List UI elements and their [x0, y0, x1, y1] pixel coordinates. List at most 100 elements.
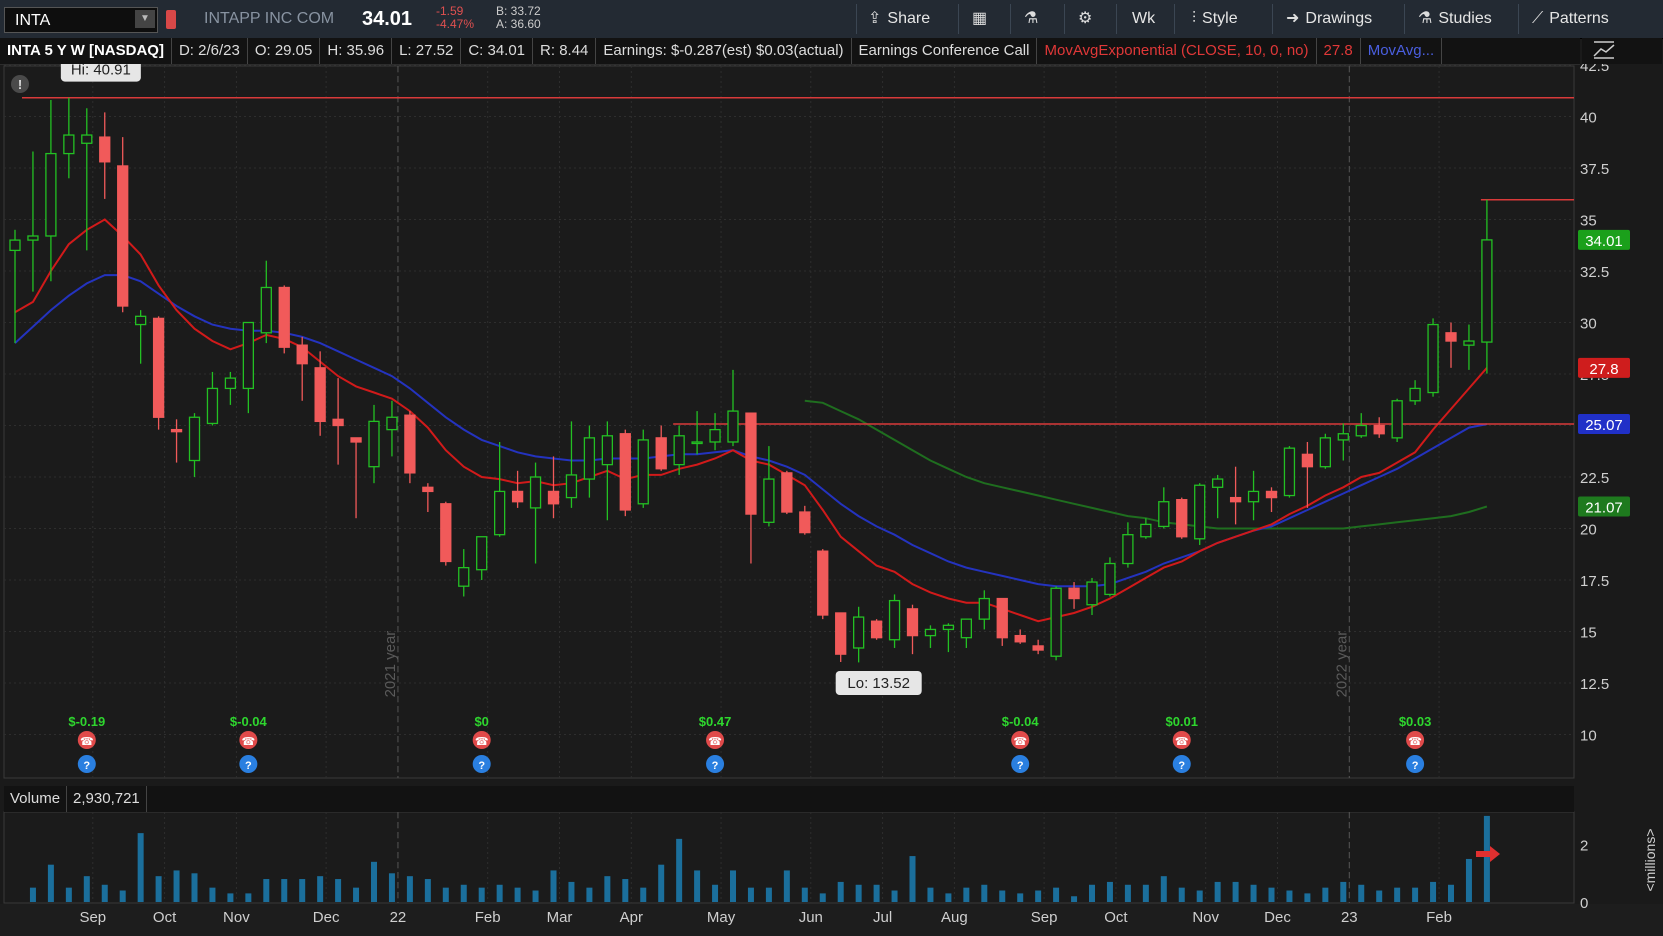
conference-call-glyph: ☎	[708, 736, 722, 748]
drawings-label: Drawings	[1305, 10, 1373, 27]
volume-bar	[1178, 887, 1185, 902]
patterns-button[interactable]: ⟋ Patterns	[1532, 0, 1609, 38]
candle-body	[314, 367, 326, 423]
volume-bar	[514, 887, 521, 902]
volume-bar	[658, 864, 665, 902]
price-tag-label: 21.07	[1585, 499, 1623, 516]
y-tick-label: 40	[1580, 110, 1597, 127]
candle-body	[996, 597, 1008, 639]
symbol-text: INTA	[15, 12, 51, 29]
earnings-label: $0.47	[699, 714, 732, 729]
candle-body	[117, 165, 129, 307]
candle-body	[134, 315, 147, 326]
hi-label-box	[60, 64, 141, 82]
study-movavg2[interactable]: MovAvg...	[1361, 38, 1443, 64]
y-tick-label: 32.5	[1580, 264, 1609, 281]
earnings-label: $0.03	[1399, 714, 1432, 729]
candle-body	[45, 152, 57, 237]
conference-call-icon	[1011, 731, 1030, 749]
volume-bar	[1322, 887, 1329, 902]
volume-bar	[1430, 881, 1437, 902]
studies-label: Studies	[1438, 10, 1492, 27]
studies-button[interactable]: ⚗ Studies	[1418, 0, 1492, 38]
price-tag-box	[1578, 229, 1630, 250]
volume-bar	[801, 887, 808, 902]
bar-range: R: 8.44	[533, 38, 597, 64]
volume-bar	[460, 884, 467, 902]
price-chart[interactable]: 1012.51517.52022.52527.53032.53537.54042…	[0, 64, 1663, 936]
candle-body	[673, 435, 685, 466]
style-button[interactable]: ⫶ Style	[1192, 0, 1238, 38]
candle-body	[9, 239, 21, 252]
earnings-label: $0.01	[1165, 714, 1198, 729]
earnings-glyph: ?	[712, 760, 719, 772]
candle-body	[1212, 478, 1224, 488]
conference-call-glyph: ☎	[1408, 736, 1422, 748]
price-tag-label: 25.07	[1585, 417, 1623, 434]
flexible-grid-button[interactable]: ▦	[972, 0, 993, 38]
y-tick-label: 15	[1580, 625, 1597, 642]
volume-bar	[1394, 887, 1401, 902]
volume-bar	[245, 893, 252, 902]
bar-open: O: 29.05	[248, 38, 321, 64]
price-tag-label: 27.8	[1589, 361, 1618, 378]
candle-body	[1481, 239, 1493, 343]
conference-call-info: Earnings Conference Call	[852, 38, 1038, 64]
candle-body	[547, 490, 560, 505]
alert-icon[interactable]	[166, 10, 176, 29]
volume-bar	[1268, 887, 1275, 902]
volume-bar	[299, 879, 306, 902]
x-tick-label: Oct	[1104, 909, 1128, 926]
candle-body	[278, 286, 290, 348]
candle-body	[727, 410, 739, 443]
earnings-label: $-0.04	[1002, 714, 1040, 729]
study-ema10[interactable]: MovAvgExponential (CLOSE, 10, 0, no)	[1037, 38, 1317, 64]
chart-panel-toggle[interactable]	[1582, 38, 1662, 64]
volume-bar	[101, 884, 108, 902]
studies-lab-button[interactable]: ⚗	[1024, 0, 1044, 38]
price-tag-box	[1578, 357, 1630, 378]
volume-bar	[119, 890, 126, 902]
volume-bar	[604, 876, 611, 902]
y-tick-label: 42.5	[1580, 64, 1609, 75]
candle-body	[332, 418, 344, 427]
volume-bar	[1304, 893, 1311, 902]
study-ema10-value: 27.8	[1317, 38, 1361, 64]
volume-bar	[927, 887, 934, 902]
candle-body	[817, 550, 829, 616]
share-button[interactable]: ⇪ Share	[868, 0, 930, 38]
symbol-dropdown-icon[interactable]: ▼	[135, 10, 155, 28]
bar-close: C: 34.01	[461, 38, 534, 64]
candle-body	[368, 420, 380, 468]
volume-bar	[909, 856, 916, 902]
volume-bar	[1106, 881, 1113, 902]
settings-button[interactable]: ⚙	[1078, 0, 1098, 38]
volume-bar	[47, 864, 54, 902]
candle-body	[1373, 424, 1385, 435]
toolbar-separator	[1064, 4, 1065, 34]
candle-body	[511, 490, 524, 503]
candle-body	[1355, 424, 1367, 437]
candle-body	[1463, 340, 1475, 346]
candle-body	[942, 624, 955, 631]
x-tick-label: Dec	[313, 909, 340, 926]
conference-call-icon	[239, 731, 258, 749]
volume-bar	[155, 876, 162, 902]
volume-bar	[1196, 890, 1203, 902]
flask-icon: ⚗	[1418, 10, 1433, 27]
candle-body	[1014, 634, 1026, 643]
volume-bar	[1053, 887, 1060, 902]
candle-body	[206, 387, 219, 425]
conference-call-icon	[472, 731, 491, 749]
interval-button[interactable]: Wk	[1132, 10, 1156, 27]
candle-body	[906, 608, 919, 637]
candle-body	[440, 503, 452, 563]
candle-body	[691, 441, 703, 445]
volume-bar	[622, 879, 629, 902]
volume-header	[4, 786, 1574, 812]
symbol-input[interactable]: INTA ▼	[4, 7, 158, 33]
chart-title[interactable]: INTA 5 Y W [NASDAQ]	[0, 38, 172, 64]
y-tick-label: 10	[1580, 728, 1597, 745]
drawings-button[interactable]: ➜ Drawings	[1286, 0, 1372, 38]
earnings-icon	[1011, 755, 1030, 773]
